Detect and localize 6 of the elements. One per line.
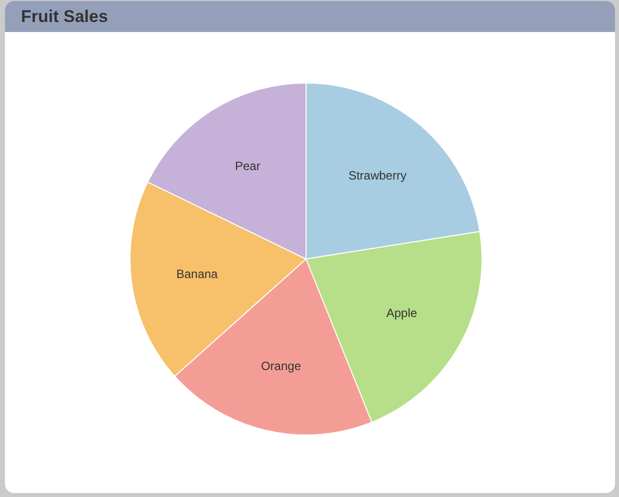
slice-label: Pear xyxy=(234,158,260,173)
chart-title: Fruit Sales xyxy=(5,1,615,32)
slice-label: Strawberry xyxy=(348,168,406,182)
slice-label: Apple xyxy=(386,306,418,320)
slice-label: Orange xyxy=(260,359,302,374)
slice-label: Banana xyxy=(176,267,218,282)
